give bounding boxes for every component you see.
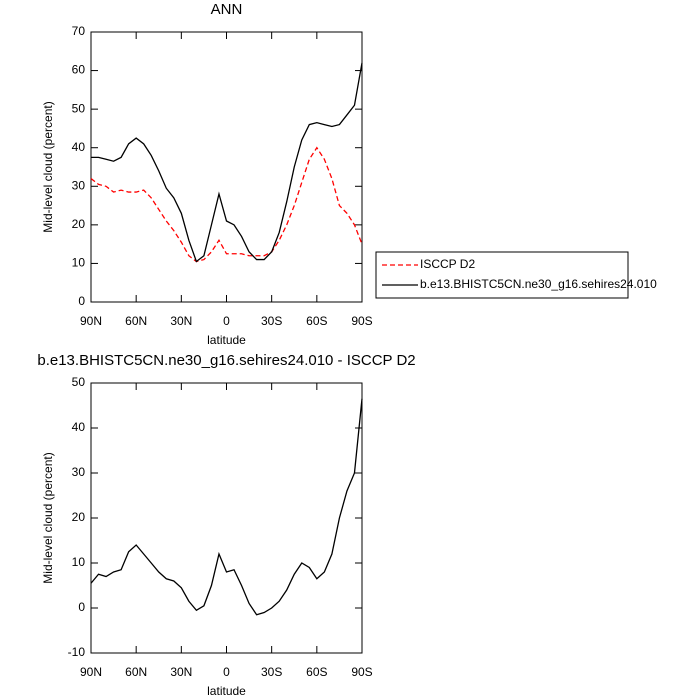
y-tick-label: 10	[72, 555, 86, 569]
data-line	[90, 398, 363, 616]
y-tick-label: -10	[68, 645, 86, 659]
plot-frame	[90, 31, 363, 303]
y-tick-label: 0	[78, 294, 85, 308]
x-tick-label: 0	[223, 665, 230, 679]
y-tick-label: 10	[72, 256, 86, 270]
x-tick-label: 90S	[351, 314, 372, 328]
y-axis-label: Mid-level cloud (percent)	[41, 452, 55, 583]
y-tick-label: 70	[72, 24, 86, 38]
x-tick-label: 60S	[306, 665, 327, 679]
legend-box	[375, 251, 629, 299]
plot-frame	[90, 382, 363, 654]
x-tick-label: 60S	[306, 314, 327, 328]
x-tick-label: 90S	[351, 665, 372, 679]
y-tick-label: 40	[72, 140, 86, 154]
x-axis-label: latitude	[207, 684, 246, 698]
y-tick-label: 20	[72, 217, 86, 231]
x-tick-label: 0	[223, 314, 230, 328]
y-tick-label: 20	[72, 510, 86, 524]
legend-label: ISCCP D2	[420, 257, 475, 271]
data-line	[90, 146, 363, 263]
x-tick-label: 60N	[125, 665, 147, 679]
x-tick-label: 30N	[170, 665, 192, 679]
x-tick-label: 60N	[125, 314, 147, 328]
y-tick-label: 30	[72, 465, 86, 479]
x-axis-label: latitude	[207, 333, 246, 347]
y-tick-label: 40	[72, 420, 86, 434]
x-tick-label: 30S	[261, 665, 282, 679]
y-tick-label: 50	[72, 101, 86, 115]
y-tick-label: 50	[72, 375, 86, 389]
y-tick-label: 60	[72, 63, 86, 77]
x-tick-label: 90N	[80, 314, 102, 328]
x-tick-label: 90N	[80, 665, 102, 679]
data-line	[91, 62, 363, 263]
x-tick-label: 30N	[170, 314, 192, 328]
legend-label: b.e13.BHISTC5CN.ne30_g16.sehires24.010	[420, 277, 657, 291]
y-tick-label: 0	[78, 600, 85, 614]
y-axis-label: Mid-level cloud (percent)	[41, 101, 55, 232]
chart-title: b.e13.BHISTC5CN.ne30_g16.sehires24.010 -…	[37, 352, 415, 369]
x-tick-label: 30S	[261, 314, 282, 328]
y-tick-label: 30	[72, 178, 86, 192]
chart-title: ANN	[211, 1, 243, 18]
